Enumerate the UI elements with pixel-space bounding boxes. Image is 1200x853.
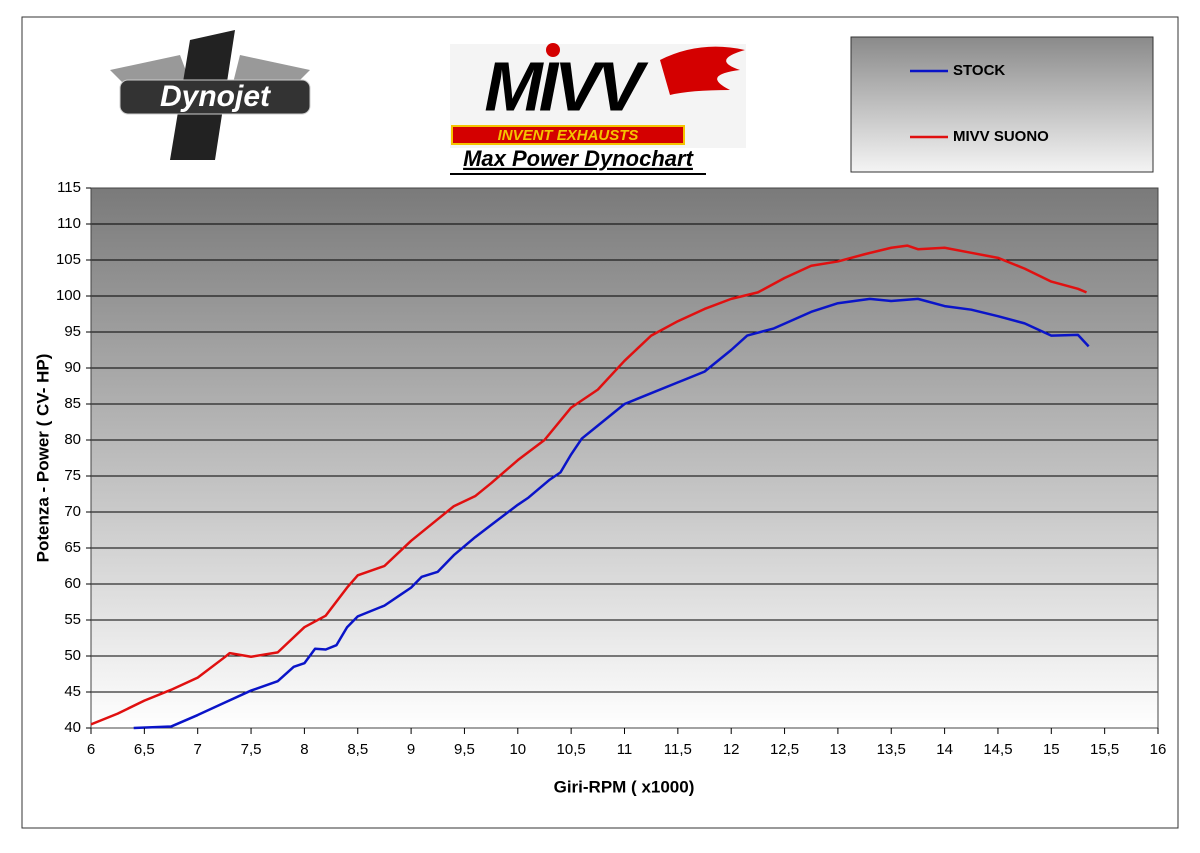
x-tick-label: 12 bbox=[723, 741, 740, 758]
x-tick-label: 15 bbox=[1043, 741, 1060, 758]
x-tick-label: 11,5 bbox=[664, 741, 692, 758]
x-tick-label: 9,5 bbox=[454, 741, 475, 758]
x-tick-label: 7,5 bbox=[241, 741, 262, 758]
lines bbox=[90, 244, 1090, 730]
dynojet-text: Dynojet bbox=[160, 80, 272, 113]
mivv-text: MIVV bbox=[484, 47, 648, 125]
y-tick-label: 110 bbox=[57, 215, 81, 232]
x-tick-label: 13,5 bbox=[877, 741, 906, 758]
y-tick-label: 80 bbox=[64, 431, 81, 448]
mivv-logo: MIVV INVENT EXHAUSTS bbox=[450, 43, 746, 148]
x-tick-label: 8 bbox=[300, 741, 308, 758]
legend-label: MIVV SUONO bbox=[953, 128, 1049, 145]
y-tick-label: 85 bbox=[64, 395, 81, 412]
y-tick-label: 45 bbox=[64, 683, 81, 700]
chart-title: Max Power Dynochart bbox=[463, 146, 695, 171]
x-tick-label: 14 bbox=[936, 741, 953, 758]
plot-area bbox=[91, 188, 1158, 728]
legend: STOCK MIVV SUONO bbox=[910, 62, 1049, 145]
x-tick-label: 10 bbox=[509, 741, 526, 758]
series-line bbox=[133, 297, 1090, 730]
x-tick-label: 6 bbox=[87, 741, 95, 758]
x-tick-label: 12,5 bbox=[770, 741, 799, 758]
mivv-tagline: INVENT EXHAUSTS bbox=[498, 127, 639, 144]
x-tick-label: 15,5 bbox=[1090, 741, 1119, 758]
x-tick-label: 10,5 bbox=[557, 741, 586, 758]
x-axis-label: Giri-RPM ( x1000) bbox=[554, 777, 695, 796]
y-tick-label: 95 bbox=[64, 323, 81, 340]
y-tick-label: 50 bbox=[64, 647, 81, 664]
x-tick-label: 9 bbox=[407, 741, 415, 758]
y-axis-label: Potenza - Power ( CV- HP) bbox=[33, 354, 52, 563]
x-tick-label: 8,5 bbox=[347, 741, 368, 758]
y-tick-label: 60 bbox=[64, 575, 81, 592]
y-tick-label: 75 bbox=[64, 467, 81, 484]
legend-box bbox=[850, 36, 1154, 173]
axes: 40 45 50 55 60 65 70 75 80 85 90 95 100 105 110 115 6 6,5… bbox=[56, 179, 1166, 758]
y-tick-label: 90 bbox=[64, 359, 81, 376]
x-tick-label: 7 bbox=[194, 741, 202, 758]
series-line bbox=[90, 244, 1087, 726]
x-tick-label: 13 bbox=[830, 741, 847, 758]
y-tick-label: 55 bbox=[64, 611, 81, 628]
x-tick-label: 11 bbox=[617, 741, 633, 758]
x-tick-label: 6,5 bbox=[134, 741, 155, 758]
y-tick-label: 65 bbox=[64, 539, 81, 556]
y-tick-label: 100 bbox=[56, 287, 81, 304]
y-tick-label: 115 bbox=[57, 179, 81, 196]
y-tick-label: 105 bbox=[56, 251, 81, 268]
y-tick-label: 70 bbox=[64, 503, 81, 520]
x-tick-label: 16 bbox=[1150, 741, 1167, 758]
x-tick-label: 14,5 bbox=[983, 741, 1012, 758]
dynojet-logo: Dynojet bbox=[110, 30, 311, 160]
y-tick-label: 40 bbox=[64, 719, 81, 736]
legend-label: STOCK bbox=[953, 62, 1005, 79]
